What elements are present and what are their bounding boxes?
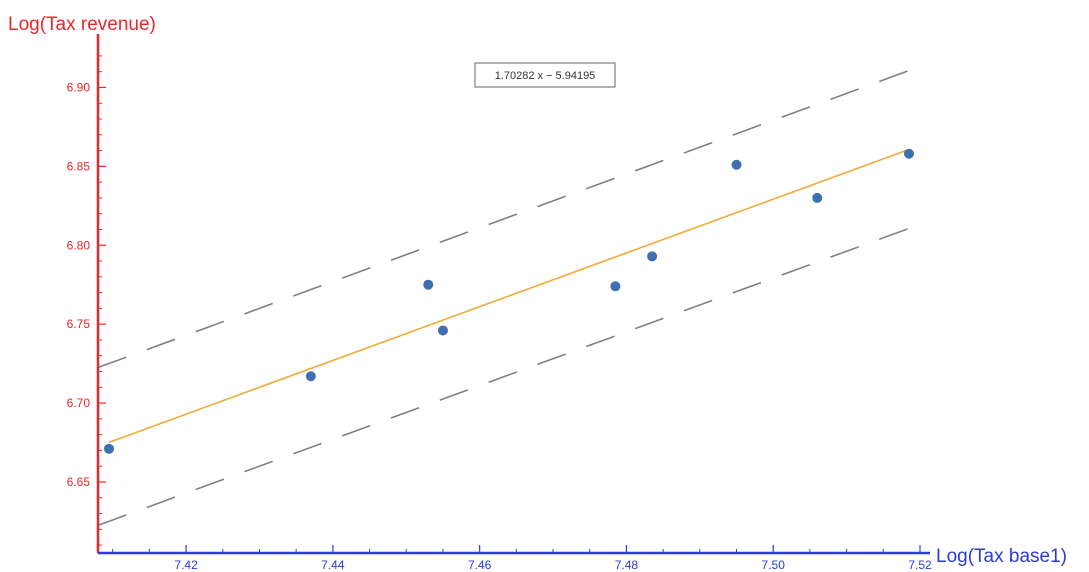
data-point: [104, 443, 115, 454]
x-tick-label: 7.48: [615, 558, 639, 572]
data-points: [104, 148, 914, 454]
y-ticks: 6.65 6.70 6.75 6.80 6.85 6.90: [67, 55, 106, 546]
x-tick-label: 7.46: [468, 558, 492, 572]
y-tick-label: 6.75: [67, 317, 91, 331]
data-point: [647, 251, 658, 262]
data-point: [610, 281, 621, 292]
data-point: [731, 159, 742, 170]
x-tick-label: 7.52: [908, 558, 932, 572]
x-axis-label: Log(Tax base1): [936, 546, 1067, 567]
data-point: [903, 148, 914, 159]
y-tick-label: 6.70: [67, 396, 91, 410]
y-tick-label: 6.80: [67, 238, 91, 252]
y-tick-label: 6.90: [67, 80, 91, 94]
data-point: [423, 279, 434, 290]
y-tick-label: 6.85: [67, 159, 91, 173]
x-ticks: 7.42 7.44 7.46 7.48 7.50 7.52: [112, 545, 932, 572]
x-tick-label: 7.42: [174, 558, 198, 572]
data-point: [437, 325, 448, 336]
regression-line: [108, 148, 910, 444]
equation-label: 1.70282 x − 5.94195: [495, 70, 596, 82]
lower-band-line: [97, 227, 910, 527]
x-tick-label: 7.44: [321, 558, 345, 572]
y-axis-label: Log(Tax revenue): [8, 14, 156, 35]
data-point: [812, 192, 823, 203]
y-tick-label: 6.65: [67, 475, 91, 489]
equation-box: 1.70282 x − 5.94195: [474, 62, 616, 88]
upper-band-line: [97, 69, 910, 369]
equation-box-border: [474, 62, 616, 88]
prediction-bands: [97, 69, 910, 527]
x-tick-label: 7.50: [762, 558, 786, 572]
data-point: [305, 371, 316, 382]
